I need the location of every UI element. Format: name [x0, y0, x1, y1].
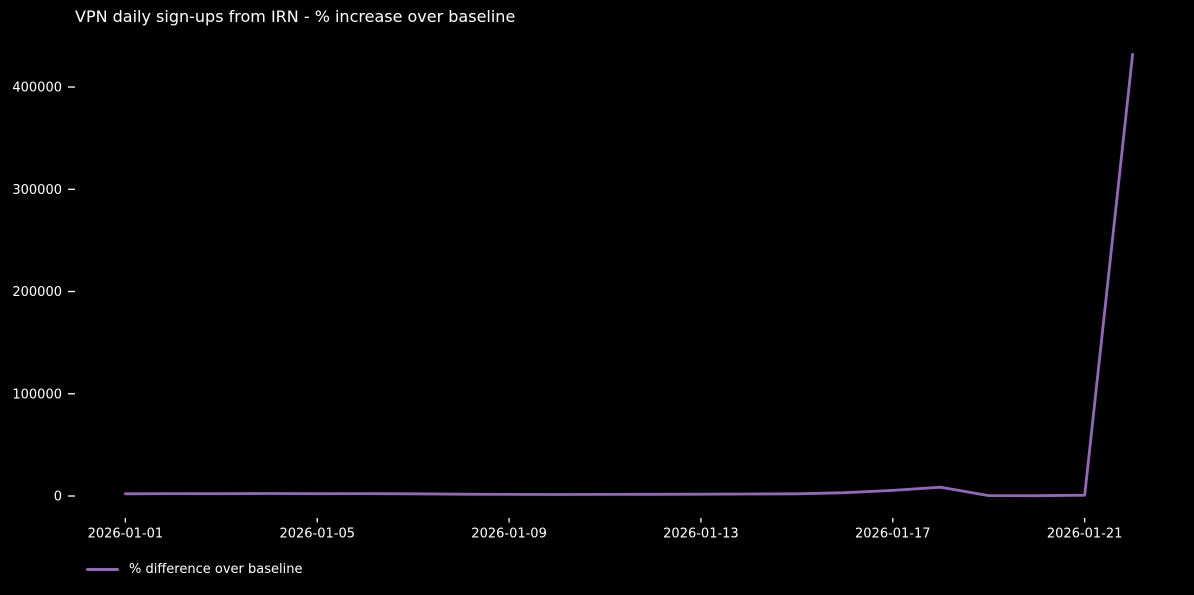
- y-tick-label: 0: [54, 490, 62, 505]
- x-tick-label: 2026-01-01: [88, 527, 164, 542]
- data-series-line: [124, 52, 1134, 498]
- legend-label: % difference over baseline: [129, 562, 303, 577]
- x-tick-label: 2026-01-17: [855, 527, 931, 542]
- x-tick-label: 2026-01-21: [1047, 527, 1123, 542]
- x-tick-label: 2026-01-13: [663, 527, 739, 542]
- chart-title: VPN daily sign-ups from IRN - % increase…: [75, 7, 516, 26]
- y-tick-label: 200000: [12, 285, 62, 300]
- legend-line-swatch: [86, 568, 119, 571]
- x-tick-label: 2026-01-05: [279, 527, 355, 542]
- legend: % difference over baseline: [86, 561, 302, 578]
- y-tick-label: 100000: [12, 387, 62, 402]
- y-tick-label: 300000: [12, 183, 62, 198]
- y-tick-label: 400000: [12, 81, 62, 96]
- x-tick-label: 2026-01-09: [471, 527, 547, 542]
